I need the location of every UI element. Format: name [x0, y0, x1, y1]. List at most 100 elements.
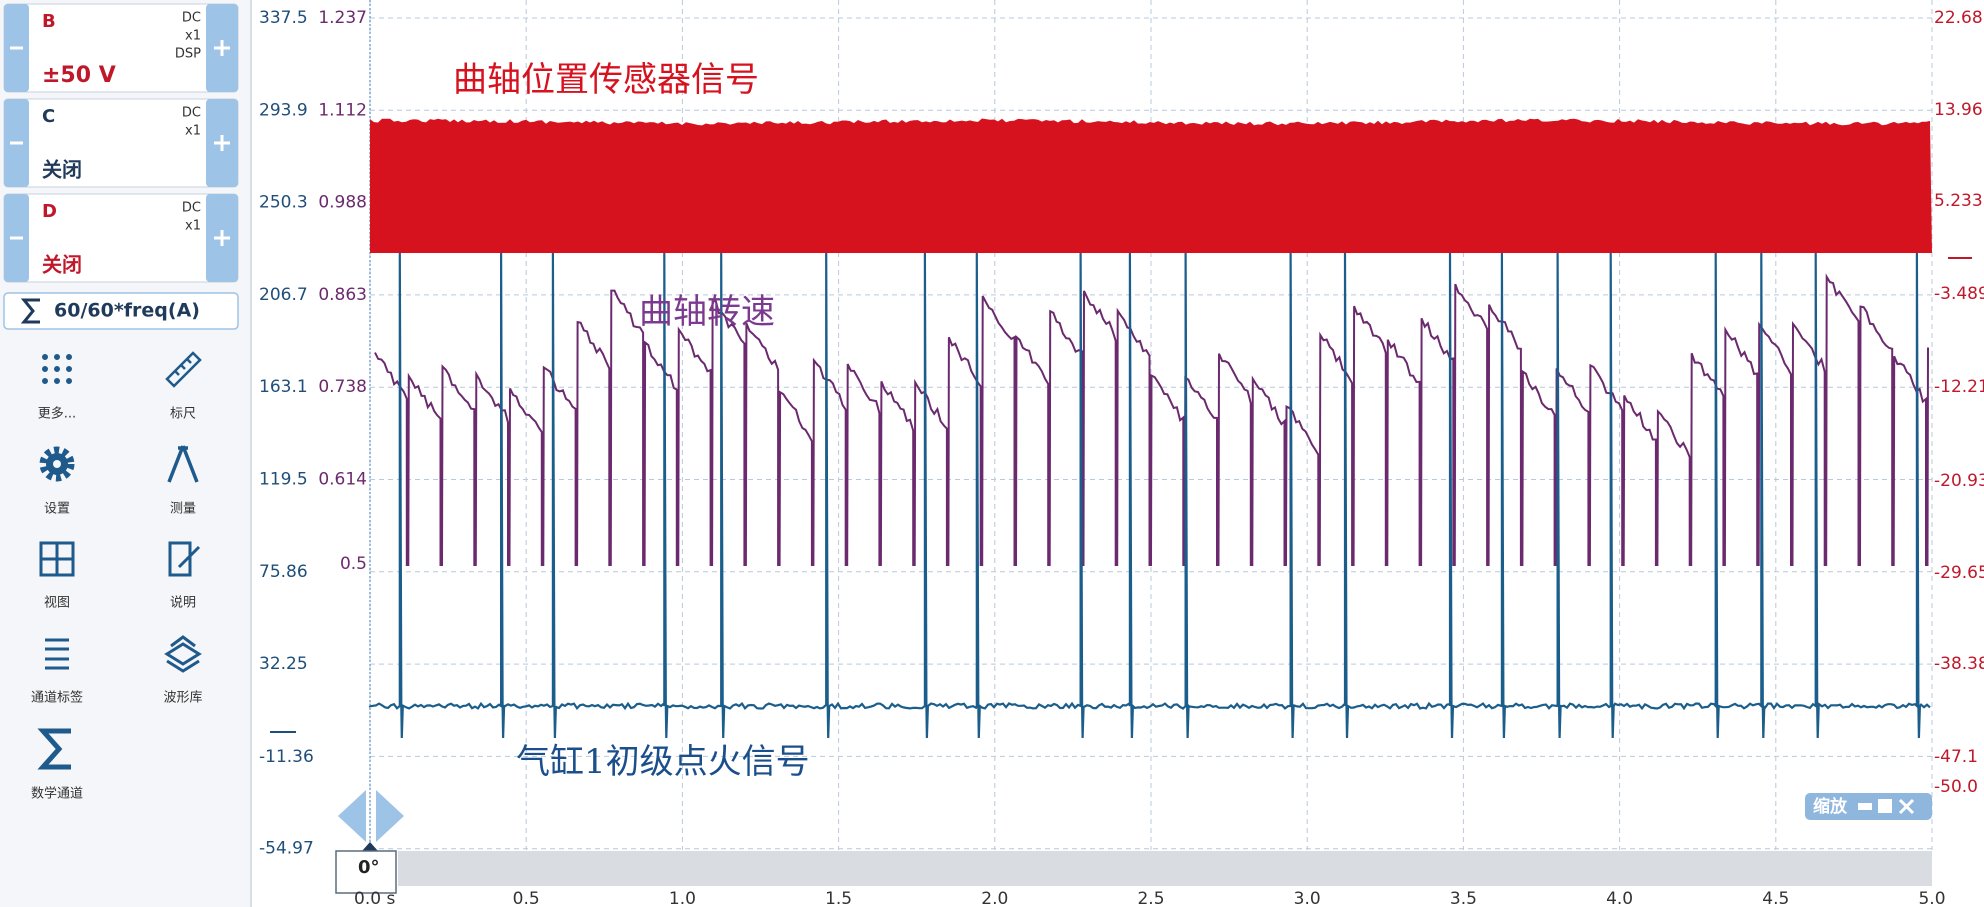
zoom-icon	[1858, 803, 1872, 810]
gear-hole	[53, 460, 61, 468]
channel-box	[3, 3, 239, 93]
channel-coupling: DC	[182, 11, 201, 26]
x-axis-label: 3.5	[1450, 889, 1477, 907]
y-axis-label: 206.7	[259, 285, 308, 305]
plus-icon	[214, 135, 230, 151]
tool-label[interactable]: 设置	[44, 502, 70, 517]
x-axis-label: 2.5	[1137, 889, 1164, 907]
icon-notes[interactable]	[168, 541, 201, 577]
x-axis-label: 0.5	[513, 889, 540, 907]
y-axis-label-inner: 0.738	[318, 377, 367, 397]
y-axis-label-right: -20.93	[1934, 471, 1984, 491]
zoom-close	[1898, 798, 1915, 815]
icon-view[interactable]	[39, 541, 75, 577]
trigger-box[interactable]	[335, 850, 397, 894]
channel-name: B	[42, 11, 56, 32]
channel-name: D	[42, 201, 57, 222]
x-axis-label: 3.0	[1294, 889, 1321, 907]
gear	[39, 446, 75, 482]
channel-panel: B DC x1 DSP ±50 V	[3, 3, 239, 93]
tool-label[interactable]: 视图	[44, 596, 70, 611]
tool-label[interactable]: 通道标签	[31, 690, 83, 706]
ignition-trace	[368, 252, 1931, 739]
y-axis-label: 293.9	[259, 100, 308, 120]
y-axis-label-inner: 1.237	[318, 8, 367, 28]
x-axis-label: 5.0	[1918, 889, 1945, 907]
channel-scale: x1	[185, 219, 201, 234]
y-axis-label-right: -50.0	[1934, 777, 1978, 797]
sigma-icon	[20, 298, 40, 324]
channel-name: C	[42, 106, 55, 127]
y-axis-label-inner: 0.614	[318, 470, 367, 490]
zoom-button[interactable]: 缩放	[1805, 793, 1932, 820]
icon-ruler[interactable]	[165, 351, 202, 388]
y-axis-label-right: 5.233	[1934, 191, 1983, 211]
channel-box	[3, 193, 239, 283]
channel-panel: D DC x1 关闭	[3, 193, 239, 283]
y-axis-label-inner: 0.863	[318, 285, 367, 305]
icon-measure[interactable]	[167, 445, 199, 483]
channel-box	[3, 98, 239, 188]
channel-extra: DSP	[175, 47, 201, 62]
channel-coupling: DC	[182, 106, 201, 121]
y-axis-label: -54.97	[259, 839, 314, 859]
channel-scale: x1	[185, 124, 201, 139]
math-channel: 60/60*freq(A)	[54, 300, 200, 322]
y-axis-label: 75.86	[259, 562, 308, 582]
tool-label[interactable]: 说明	[170, 596, 196, 611]
zoom-icon	[1878, 799, 1892, 813]
y-axis-label: 32.25	[259, 654, 308, 674]
icon-math[interactable]	[37, 728, 71, 770]
x-axis-label: 4.5	[1762, 889, 1789, 907]
channel-range[interactable]: 关闭	[42, 158, 82, 182]
crank-speed-trace	[374, 273, 1929, 566]
nav-arrow-right[interactable]	[376, 790, 404, 842]
trigger-marker: 0°	[358, 857, 380, 878]
channel-panel: C DC x1 关闭	[3, 98, 239, 188]
plus-icon	[214, 230, 230, 246]
crank-sensor-trace	[370, 118, 1932, 253]
channel-range[interactable]: 关闭	[42, 253, 82, 277]
y-axis-label: 163.1	[259, 377, 308, 397]
y-axis-label: 337.5	[259, 8, 308, 28]
icon-more[interactable]	[42, 354, 72, 384]
channel-scale: x1	[185, 29, 201, 44]
x-axis-label: 0.0 s	[354, 889, 395, 907]
annotation: 气缸1初级点火信号	[516, 742, 810, 782]
y-axis-label-right: -38.38	[1934, 654, 1984, 674]
icon-library[interactable]	[164, 635, 202, 673]
icon-channel-labels[interactable]	[45, 638, 69, 670]
channel-coupling: DC	[182, 201, 201, 216]
scrollbar	[398, 851, 1932, 886]
y-axis-label-right: 22.68	[1934, 8, 1983, 28]
math-box[interactable]	[3, 292, 239, 330]
annotation: 曲轴转速	[639, 292, 775, 332]
tool-label[interactable]: 测量	[170, 502, 196, 517]
nav-arrow-left[interactable]	[338, 790, 366, 842]
icon-settings[interactable]	[39, 446, 75, 482]
tool-label[interactable]: 更多...	[38, 406, 76, 422]
y-axis-label: 250.3	[259, 193, 308, 213]
y-axis-label-inner: 0.5	[340, 554, 367, 574]
x-axis-label: 2.0	[981, 889, 1008, 907]
y-axis-label: -11.36	[259, 747, 314, 767]
channel-range[interactable]: ±50 V	[42, 63, 116, 88]
y-axis-label-right: -12.21	[1934, 377, 1984, 397]
y-axis-label-right: 13.96	[1934, 100, 1983, 120]
trigger-pointer	[362, 842, 378, 851]
y-axis-label-right: -47.1	[1934, 747, 1978, 767]
x-axis-label: 1.5	[825, 889, 852, 907]
x-axis-label: 1.0	[669, 889, 696, 907]
tool-label[interactable]: 波形库	[163, 690, 202, 706]
y-axis-label-right: -3.489	[1934, 284, 1984, 304]
plus-icon	[214, 40, 230, 56]
tool-label[interactable]: 数学通道	[31, 786, 83, 802]
tool-label[interactable]: 标尺	[170, 407, 196, 422]
x-axis-label: 4.0	[1606, 889, 1633, 907]
y-axis-label: 119.5	[259, 470, 308, 490]
y-axis-label-right: -29.65	[1934, 563, 1984, 583]
annotation: 曲轴位置传感器信号	[453, 60, 759, 100]
y-axis-label-inner: 1.112	[318, 100, 367, 120]
